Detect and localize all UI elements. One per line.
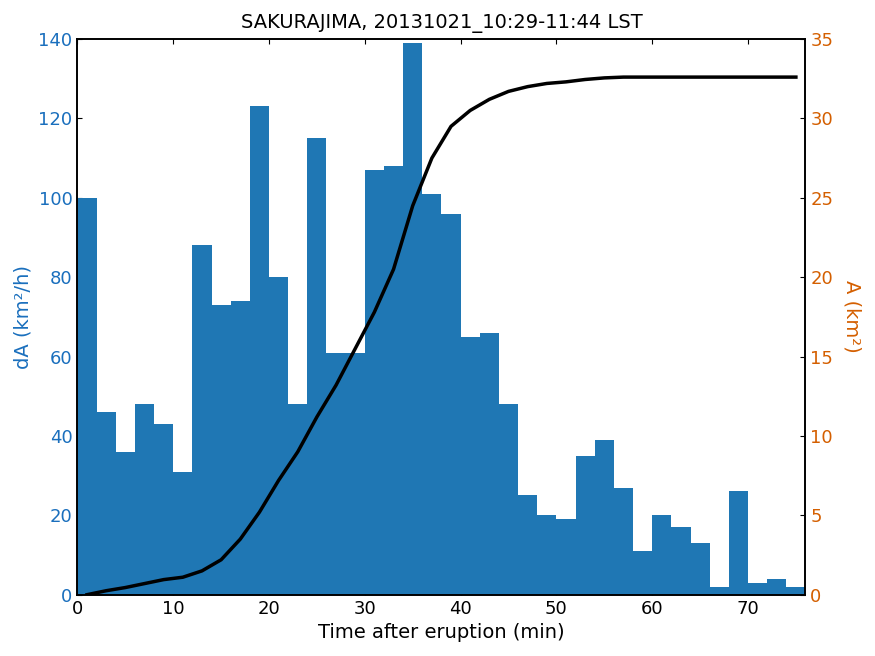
Bar: [288, 404, 307, 595]
Bar: [710, 586, 729, 595]
Bar: [518, 495, 537, 595]
X-axis label: Time after eruption (min): Time after eruption (min): [318, 623, 564, 642]
Bar: [135, 404, 154, 595]
Bar: [767, 579, 787, 595]
Bar: [729, 491, 748, 595]
Bar: [576, 456, 595, 595]
Bar: [787, 586, 806, 595]
Y-axis label: dA (km²/h): dA (km²/h): [14, 265, 33, 369]
Bar: [116, 452, 135, 595]
Bar: [614, 487, 633, 595]
Bar: [154, 424, 173, 595]
Bar: [556, 520, 576, 595]
Bar: [365, 170, 384, 595]
Bar: [212, 305, 231, 595]
Bar: [384, 166, 403, 595]
Bar: [480, 333, 499, 595]
Bar: [652, 516, 671, 595]
Bar: [633, 551, 652, 595]
Bar: [460, 337, 480, 595]
Bar: [173, 472, 192, 595]
Bar: [250, 106, 269, 595]
Title: SAKURAJIMA, 20131021_10:29-11:44 LST: SAKURAJIMA, 20131021_10:29-11:44 LST: [241, 14, 642, 33]
Y-axis label: A (km²): A (km²): [842, 281, 861, 353]
Bar: [748, 583, 767, 595]
Bar: [96, 412, 116, 595]
Bar: [269, 277, 288, 595]
Bar: [690, 543, 710, 595]
Bar: [192, 245, 212, 595]
Bar: [231, 301, 250, 595]
Bar: [442, 214, 460, 595]
Bar: [403, 43, 423, 595]
Bar: [307, 138, 326, 595]
Bar: [499, 404, 518, 595]
Bar: [326, 352, 346, 595]
Bar: [537, 516, 556, 595]
Bar: [77, 197, 96, 595]
Bar: [595, 440, 614, 595]
Bar: [346, 352, 365, 595]
Bar: [671, 527, 690, 595]
Bar: [423, 194, 442, 595]
